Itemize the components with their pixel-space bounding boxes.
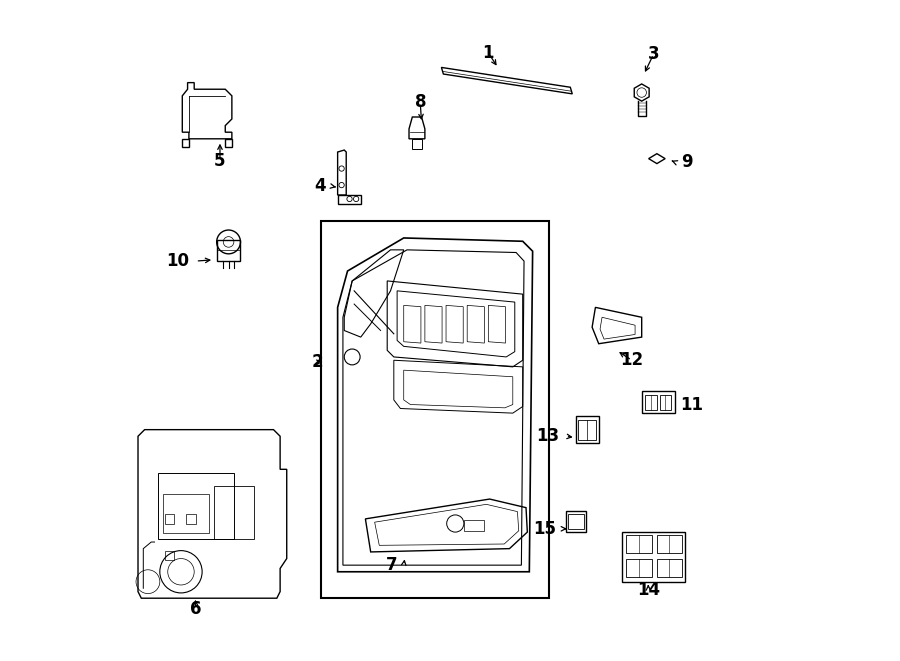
Bar	[660, 395, 671, 410]
Text: 14: 14	[636, 580, 660, 599]
Text: 3: 3	[648, 45, 660, 63]
Bar	[464, 520, 483, 531]
Text: 1: 1	[482, 44, 494, 62]
Bar	[183, 139, 189, 147]
Text: 11: 11	[680, 395, 703, 414]
Bar	[566, 511, 586, 532]
Bar	[158, 473, 234, 539]
Bar	[412, 139, 421, 149]
Bar	[657, 559, 682, 577]
Text: 12: 12	[620, 351, 643, 369]
Bar	[642, 391, 675, 413]
Text: 7: 7	[385, 556, 397, 574]
Bar	[568, 514, 583, 529]
Bar	[578, 420, 596, 440]
Bar	[225, 139, 232, 147]
Bar	[217, 240, 240, 261]
Bar	[626, 559, 652, 577]
Text: 5: 5	[214, 151, 226, 170]
Bar	[321, 221, 549, 598]
Text: 8: 8	[415, 93, 426, 112]
Bar	[163, 494, 210, 533]
Text: 2: 2	[312, 353, 324, 371]
Bar	[622, 532, 685, 582]
Bar	[214, 486, 254, 539]
Text: 4: 4	[314, 177, 326, 196]
Bar	[626, 535, 652, 553]
Bar	[645, 395, 657, 410]
Bar	[576, 416, 598, 443]
Bar	[657, 535, 682, 553]
Text: 10: 10	[166, 252, 189, 270]
Text: 13: 13	[536, 427, 559, 446]
Text: 15: 15	[533, 520, 556, 538]
Text: 9: 9	[681, 153, 693, 171]
Bar	[165, 551, 175, 560]
Bar	[165, 514, 175, 524]
Text: 6: 6	[190, 600, 202, 619]
Bar	[186, 514, 195, 524]
